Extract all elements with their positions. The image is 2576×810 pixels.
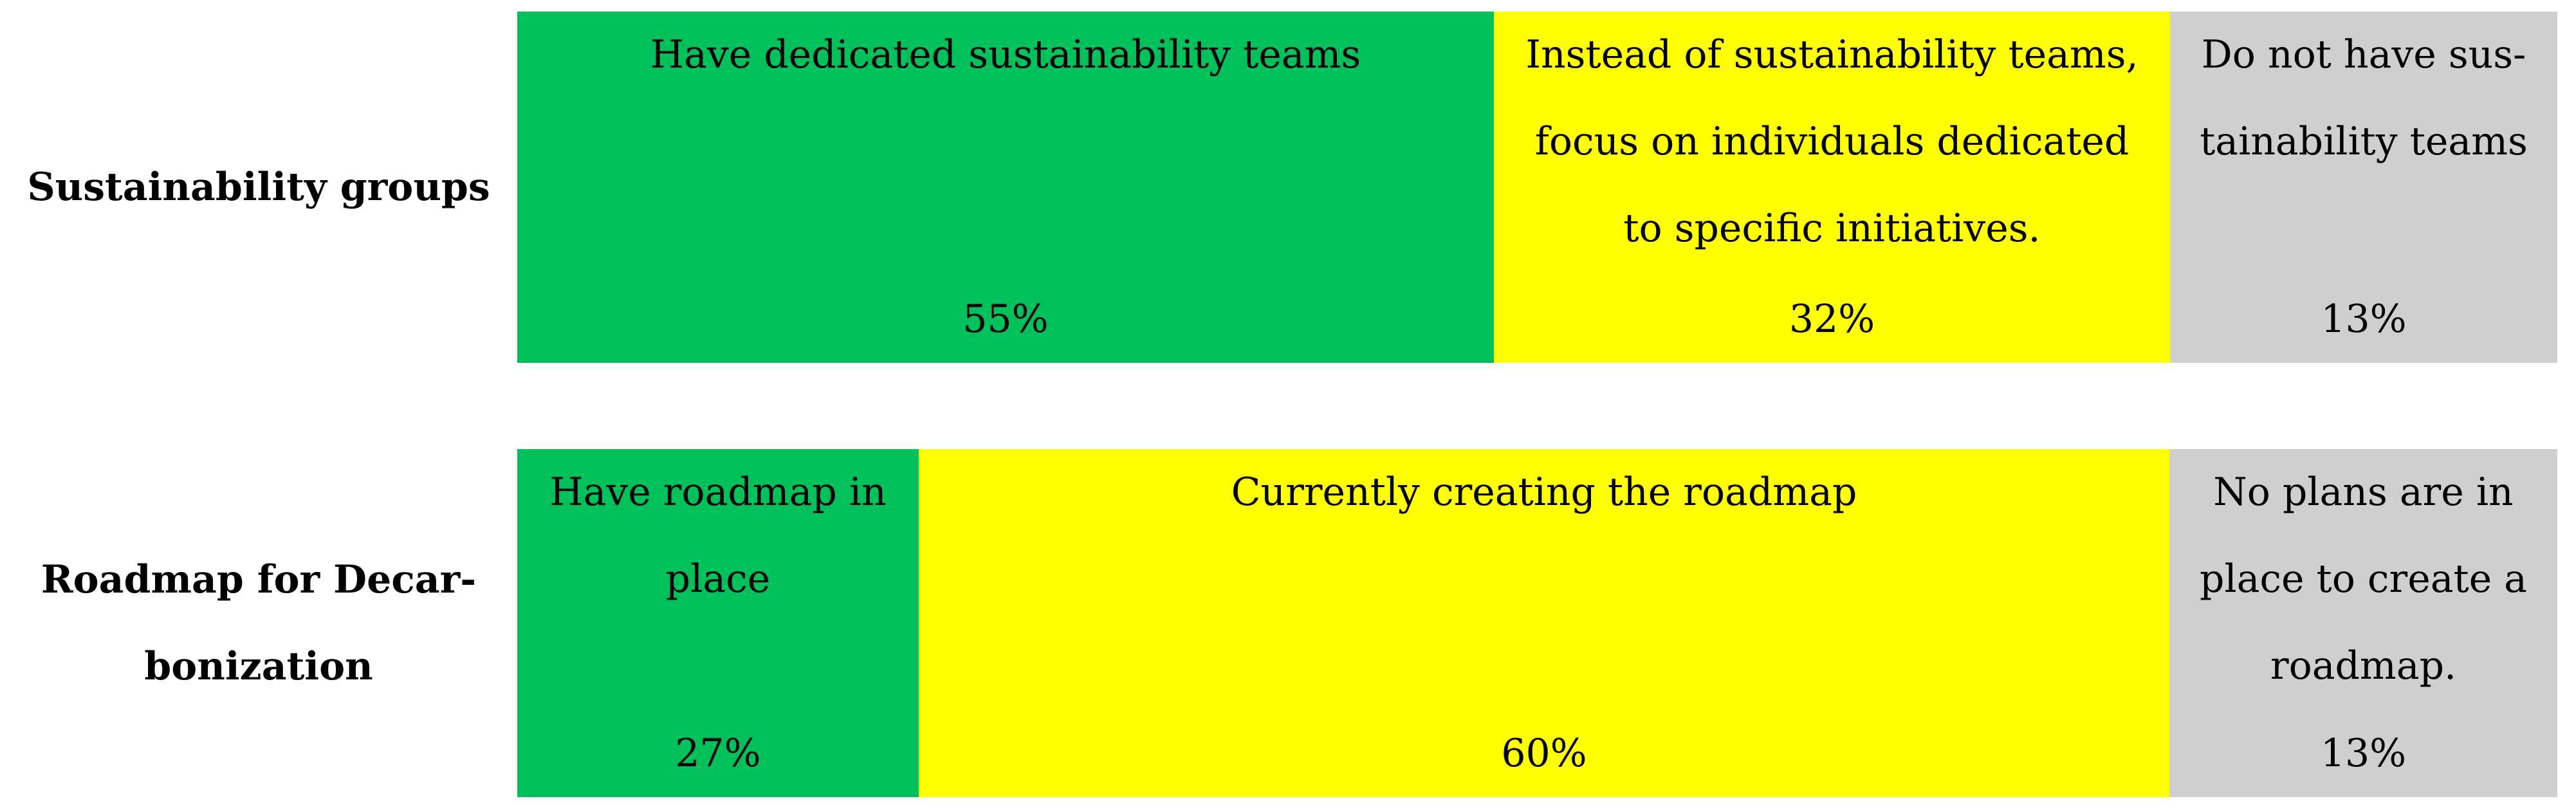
row-roadmap-for-decarbonization: Roadmap for Decar- bonization Have roadm…	[0, 449, 2557, 797]
segment-no-roadmap-plans: No plans are in place to create a roadma…	[2169, 449, 2557, 797]
segment-text: No plans are in place to create a roadma…	[2200, 449, 2527, 710]
row-sustainability-groups: Sustainability groups Have dedicated sus…	[0, 12, 2557, 363]
segment-text-line: Have roadmap in	[549, 470, 887, 515]
row-label-line: Roadmap for Decar-	[41, 557, 477, 602]
segment-text: Currently creating the roadmap	[1231, 449, 1857, 536]
row-label-line: bonization	[144, 643, 373, 689]
segment-text-line: No plans are in	[2213, 470, 2514, 515]
segment-percent: 55%	[962, 297, 1049, 342]
segment-percent: 13%	[2320, 731, 2407, 776]
segment-text-line: Currently creating the roadmap	[1231, 470, 1857, 515]
segment-individuals-instead-of-teams: Instead of sustainability teams, focus o…	[1494, 12, 2170, 363]
segment-text-line: Do not have sus-	[2201, 32, 2526, 77]
segment-no-sustainability-teams: Do not have sus- tainability teams 13%	[2170, 12, 2557, 363]
segment-text: Do not have sus- tainability teams	[2200, 12, 2528, 185]
segment-text-line: place	[665, 557, 771, 602]
segment-text-line: place to create a	[2200, 557, 2527, 602]
segment-text-line: to specific initiatives.	[1623, 206, 2041, 251]
segment-text-line: Have dedicated sustainability teams	[650, 32, 1361, 77]
segment-percent: 13%	[2321, 297, 2407, 342]
segment-have-dedicated-teams: Have dedicated sustainability teams 55%	[517, 12, 1494, 363]
row-label-line: Sustainability groups	[27, 164, 490, 210]
segment-text-line: roadmap.	[2270, 643, 2457, 688]
segment-have-roadmap-in-place: Have roadmap in place 27%	[517, 449, 919, 797]
segment-text-line: Instead of sustainability teams,	[1525, 32, 2139, 77]
row-label-roadmap-for-decarbonization: Roadmap for Decar- bonization	[0, 449, 517, 797]
segment-text: Have roadmap in place	[549, 449, 887, 623]
segment-percent: 32%	[1789, 297, 1875, 342]
segment-percent: 27%	[675, 731, 761, 776]
row-label-sustainability-groups: Sustainability groups	[0, 12, 517, 363]
segment-text-line: tainability teams	[2200, 119, 2528, 164]
segment-text: Have dedicated sustainability teams	[650, 12, 1361, 98]
segment-text: Instead of sustainability teams, focus o…	[1525, 12, 2138, 272]
segment-percent: 60%	[1501, 731, 1587, 776]
segment-currently-creating-roadmap: Currently creating the roadmap 60%	[919, 449, 2169, 797]
segment-text-line: focus on individuals dedicated	[1534, 119, 2130, 164]
